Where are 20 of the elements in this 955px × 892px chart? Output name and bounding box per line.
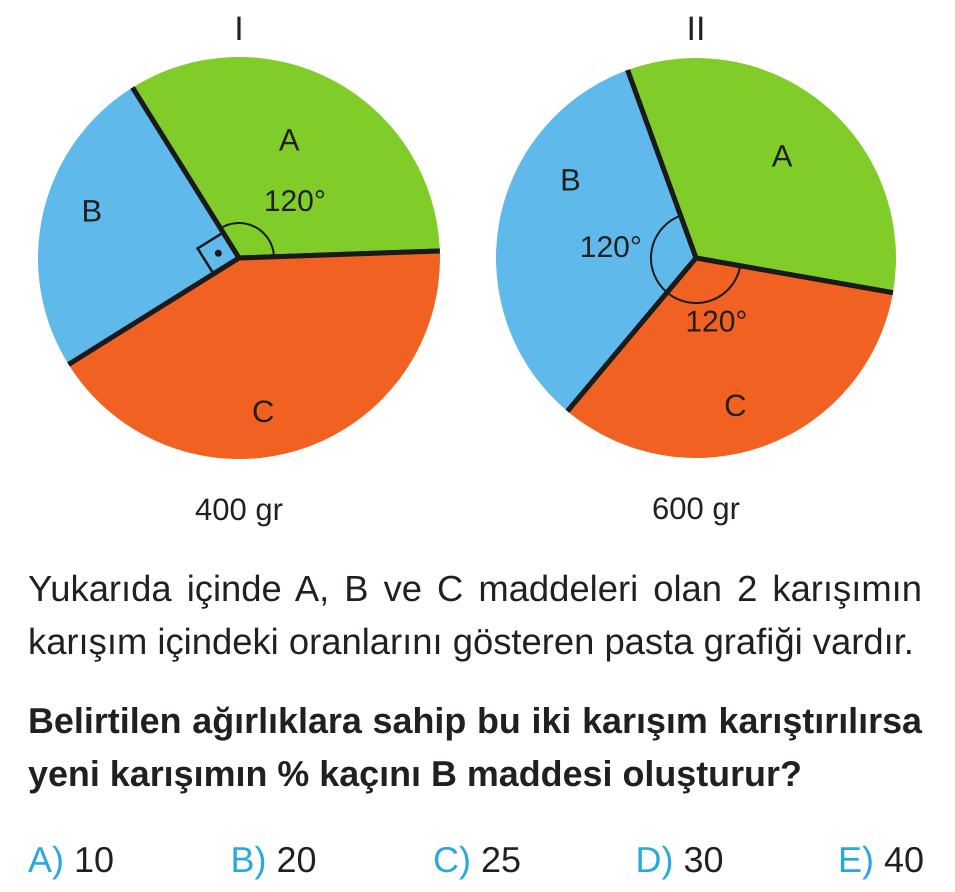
text: Yukarıda içinde A, B ve C maddeleri olan 2 karışımın karışım içindeki oranlarını gösteren pasta grafiği vardır. [28,568,922,662]
chart-title: II [686,10,706,48]
data-label: 120° [580,230,642,264]
slice-label: B [81,193,102,228]
text: C) 25 [433,839,522,880]
slice-label: B [560,162,581,198]
slice-label: C [724,388,747,423]
text: D) 30 [636,839,724,880]
text: Belirtilen ağırlıklara sahip bu iki karışım karıştırılırsa yeni karışımın % kaçını B maddesi oluşturur? [28,701,924,794]
slice-label: A [278,122,300,158]
text: 400 gr [195,492,283,527]
text: E) 40 [838,839,924,880]
data-label: 120° [264,184,326,218]
chart-title: I [234,10,244,48]
text: 600 gr [652,491,740,526]
text: B) 20 [230,839,317,880]
text: A) 10 [28,839,114,880]
slice-label: C [252,394,274,430]
data-label: 120° [685,306,748,339]
slice-label: A [772,138,793,174]
